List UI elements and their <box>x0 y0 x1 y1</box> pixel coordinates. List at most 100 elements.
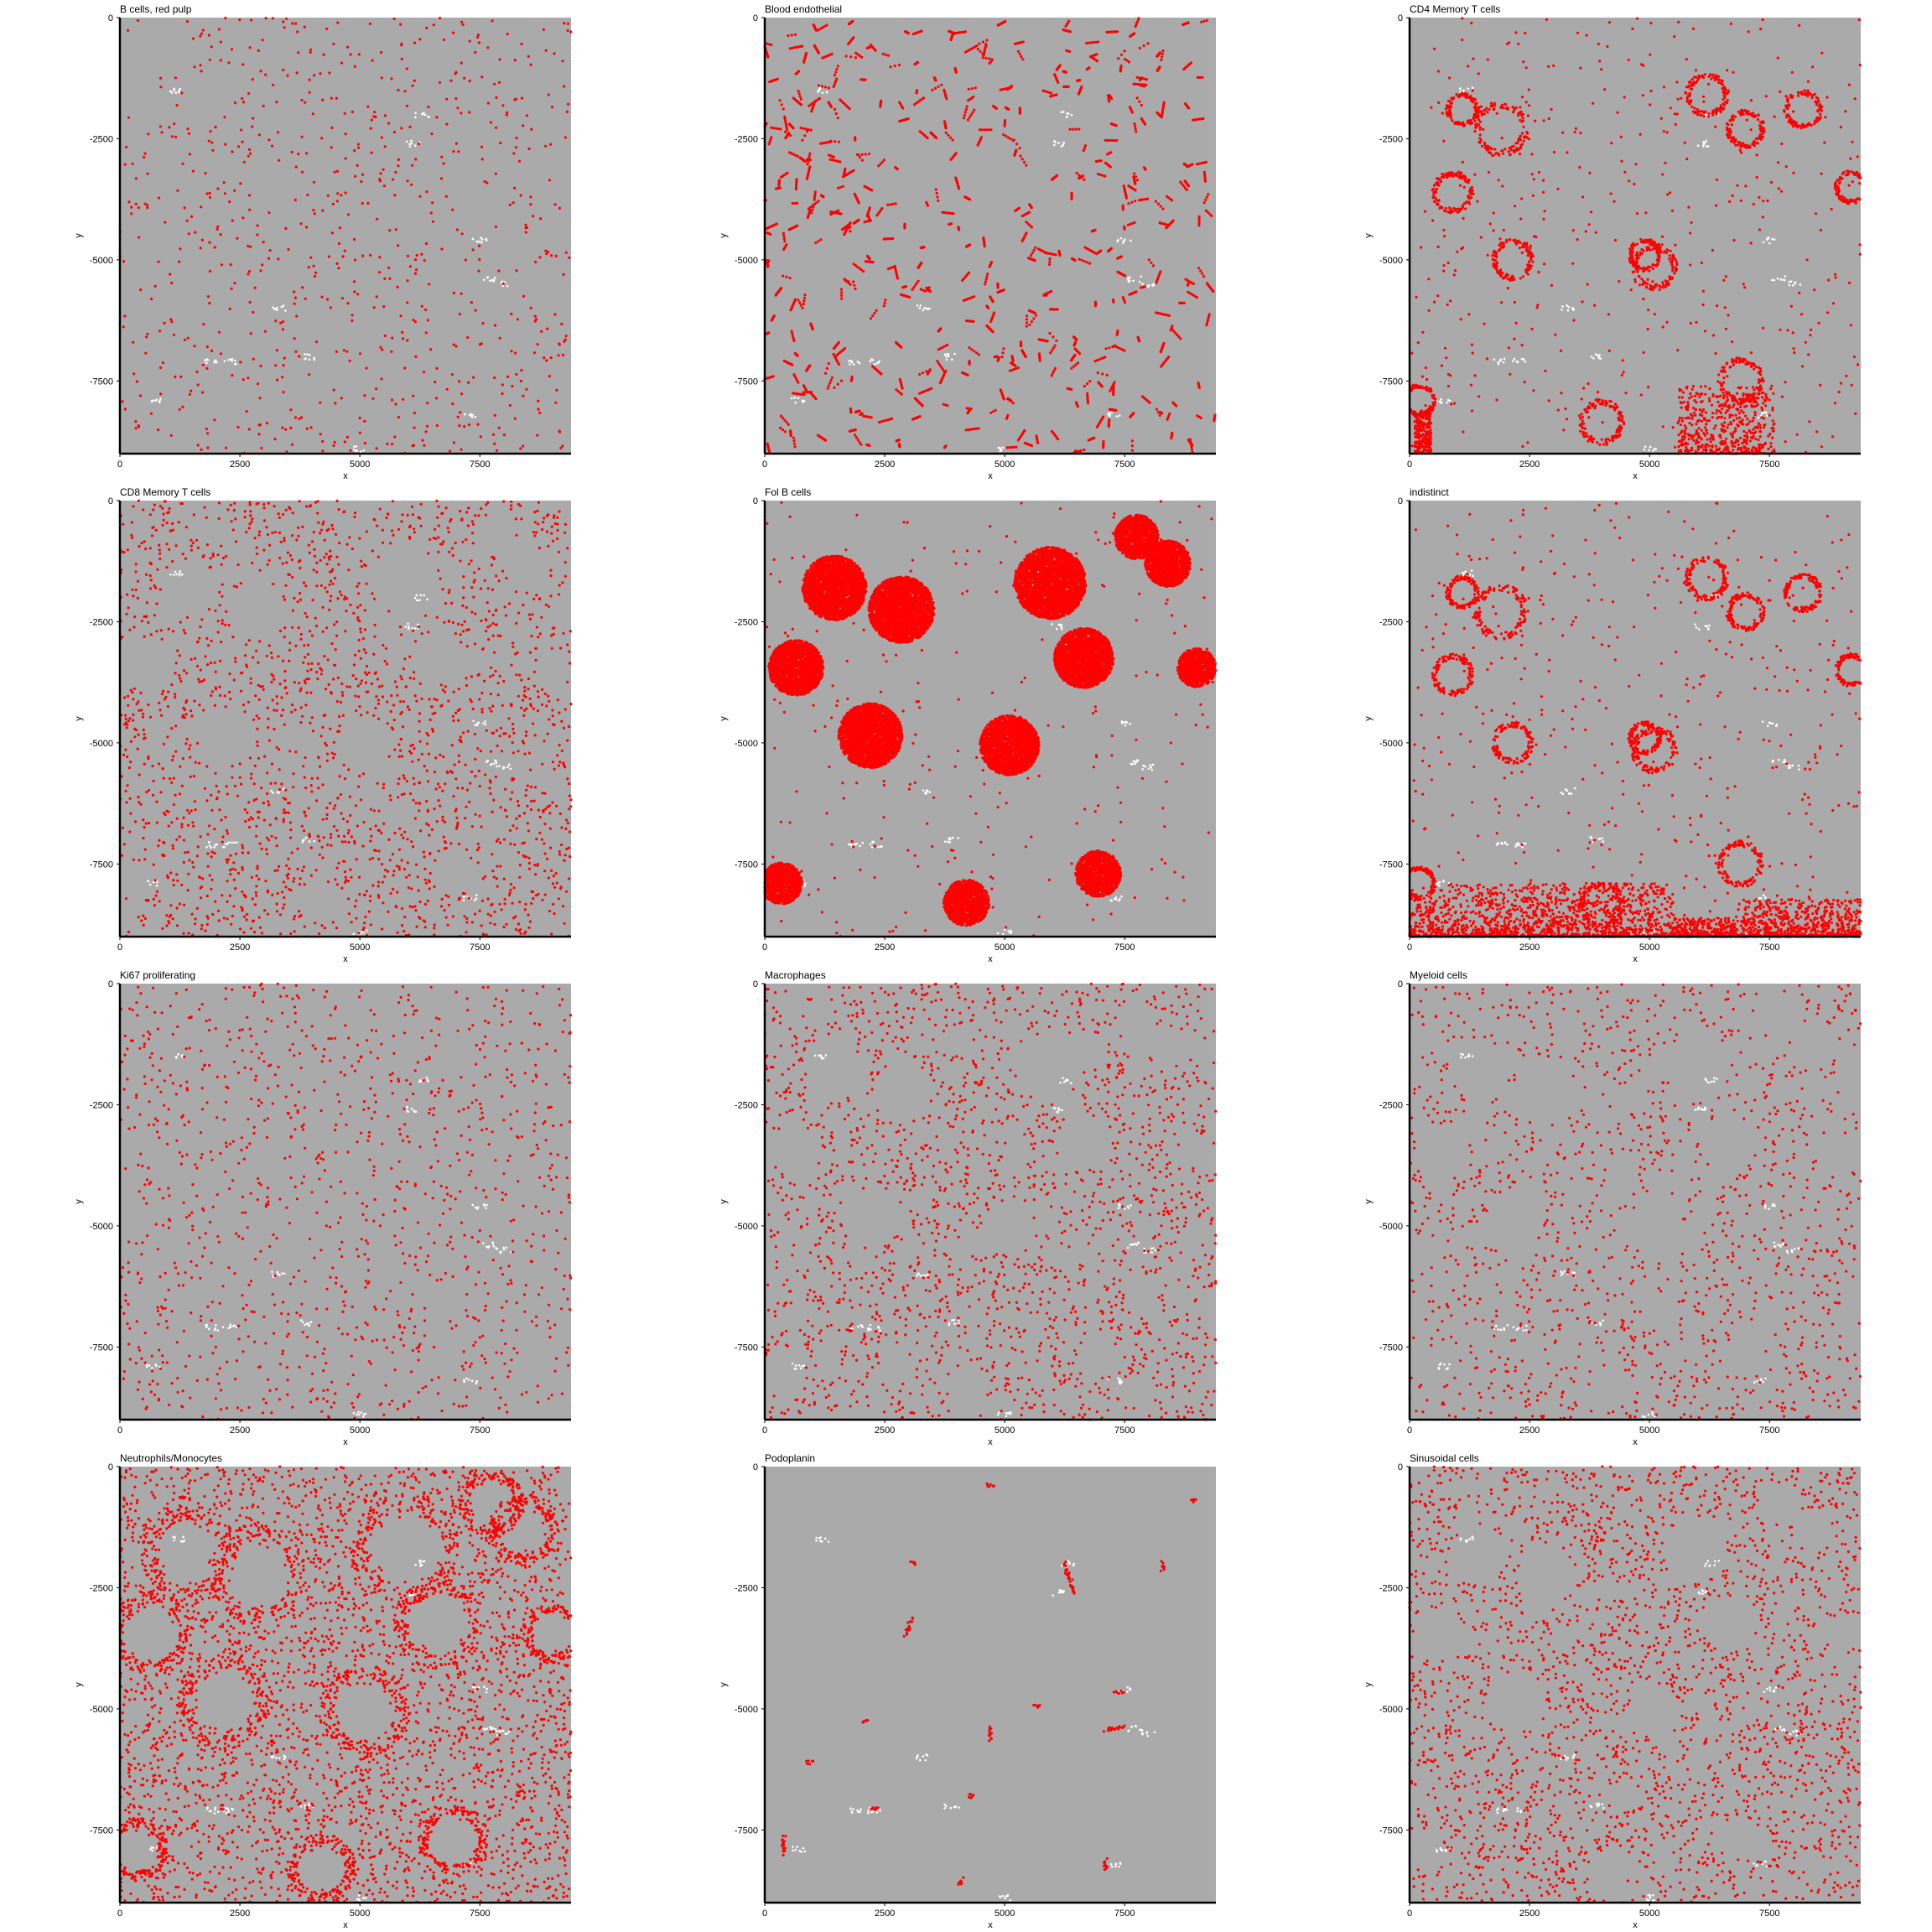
data-point <box>200 64 202 66</box>
data-point <box>919 130 922 132</box>
data-point <box>802 384 805 387</box>
data-point <box>312 112 314 115</box>
data-point <box>224 17 226 19</box>
void-point <box>178 91 180 94</box>
data-point <box>159 366 162 369</box>
data-point <box>460 449 463 451</box>
void-point <box>487 276 490 278</box>
data-point <box>392 179 394 181</box>
data-point <box>782 274 784 277</box>
void-point <box>360 450 362 453</box>
data-point <box>257 433 260 435</box>
data-point <box>565 252 568 254</box>
void-point <box>284 309 287 312</box>
data-point <box>404 90 407 92</box>
data-point <box>259 269 262 272</box>
data-point <box>772 127 775 129</box>
data-point <box>808 128 810 131</box>
void-point <box>928 308 931 310</box>
data-point <box>1052 335 1054 338</box>
data-point <box>208 302 210 304</box>
data-point <box>269 249 272 252</box>
data-point <box>1078 258 1081 261</box>
data-point <box>274 319 277 322</box>
data-point <box>553 313 556 315</box>
data-point <box>346 302 349 304</box>
data-point <box>520 369 522 371</box>
data-point <box>492 434 495 436</box>
data-point <box>345 132 347 135</box>
data-point <box>351 314 354 316</box>
void-point <box>179 88 181 91</box>
data-point <box>413 319 415 321</box>
data-point <box>1094 229 1097 231</box>
data-point <box>298 355 300 357</box>
data-point <box>336 192 339 195</box>
data-point <box>522 444 524 447</box>
void-point <box>1055 141 1057 143</box>
void-point <box>493 279 496 282</box>
data-point <box>409 265 412 267</box>
data-point <box>159 125 162 127</box>
data-point <box>294 23 297 25</box>
data-point <box>427 106 429 108</box>
data-point <box>213 418 216 421</box>
void-point <box>481 238 484 241</box>
void-point <box>802 399 804 402</box>
data-point <box>354 259 356 262</box>
data-point <box>181 406 184 408</box>
data-point <box>802 127 805 130</box>
data-point <box>397 244 399 247</box>
data-point <box>321 296 324 299</box>
data-point <box>817 240 819 242</box>
void-point <box>423 112 425 114</box>
data-point <box>543 356 545 359</box>
data-point <box>174 76 177 79</box>
data-point <box>920 288 922 290</box>
data-point <box>231 288 233 290</box>
data-point <box>802 303 805 305</box>
data-point <box>446 388 449 391</box>
data-point <box>425 430 428 433</box>
data-point <box>1074 341 1077 344</box>
data-point <box>1032 317 1035 319</box>
data-point <box>460 392 463 395</box>
data-point <box>161 131 164 133</box>
void-point <box>175 91 178 94</box>
data-point <box>456 106 459 109</box>
data-point <box>265 17 267 19</box>
data-point <box>499 337 501 340</box>
data-point <box>513 187 516 190</box>
data-point <box>993 311 995 314</box>
data-point <box>1183 302 1186 304</box>
data-point <box>498 81 501 84</box>
void-point <box>408 143 411 145</box>
void-point <box>870 360 872 362</box>
data-point <box>803 293 806 296</box>
data-point <box>411 164 413 167</box>
data-point <box>139 288 142 291</box>
data-point <box>1187 291 1189 293</box>
data-point <box>249 301 252 304</box>
data-point <box>308 373 310 376</box>
data-point <box>540 330 543 333</box>
data-point <box>1021 158 1024 160</box>
data-point <box>250 18 252 21</box>
data-point <box>143 156 145 158</box>
data-point <box>179 408 181 411</box>
data-point <box>445 195 448 198</box>
data-point <box>514 351 517 354</box>
data-point <box>548 375 551 377</box>
data-point <box>273 438 276 440</box>
data-point <box>1152 264 1155 267</box>
data-point <box>1031 320 1033 323</box>
void-point <box>464 413 466 416</box>
data-point <box>138 206 140 209</box>
data-point <box>558 207 561 210</box>
data-point <box>499 58 501 60</box>
void-point <box>1122 242 1124 244</box>
data-point <box>276 379 278 382</box>
data-point <box>328 255 330 257</box>
void-point <box>920 304 922 307</box>
data-point <box>819 238 822 241</box>
